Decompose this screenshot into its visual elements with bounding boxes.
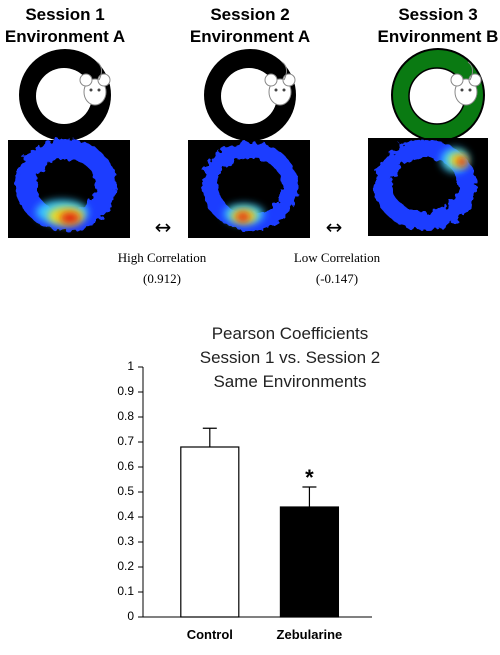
correlation-value: (0.912) xyxy=(143,271,181,286)
session-title: Session 1 xyxy=(25,5,104,24)
y-tick-label: 0 xyxy=(127,609,134,623)
session-env: Environment A xyxy=(190,27,310,46)
chart-title: Session 1 vs. Session 2 xyxy=(200,348,380,367)
y-tick-label: 0.8 xyxy=(117,409,134,423)
chart-title: Pearson Coefficients xyxy=(212,324,369,343)
x-tick-label: Zebularine xyxy=(277,627,343,642)
y-tick-label: 1 xyxy=(127,359,134,373)
error-bar xyxy=(202,427,217,447)
bar xyxy=(279,506,340,618)
heatmap xyxy=(8,139,130,238)
y-tick-label: 0.2 xyxy=(117,559,134,573)
session-env: Environment A xyxy=(5,27,125,46)
annotation: * xyxy=(305,465,314,490)
session-env: Environment B xyxy=(378,27,499,46)
session-title: Session 2 xyxy=(210,5,289,24)
y-tick-label: 0.5 xyxy=(117,484,134,498)
arrow: ↔ xyxy=(155,215,172,239)
y-tick-label: 0.4 xyxy=(117,509,134,523)
y-tick-label: 0.6 xyxy=(117,459,134,473)
y-tick-label: 0.3 xyxy=(117,534,134,548)
heatmap xyxy=(188,140,310,238)
correlation-value: (-0.147) xyxy=(316,271,358,286)
y-tick-label: 0.7 xyxy=(117,434,134,448)
session-title: Session 3 xyxy=(398,5,477,24)
bar xyxy=(180,446,240,618)
arena xyxy=(391,48,485,142)
correlation-label: High Correlation xyxy=(118,250,207,265)
correlation-label: Low Correlation xyxy=(294,250,381,265)
arena xyxy=(19,49,111,141)
arena xyxy=(204,49,296,141)
arrow: ↔ xyxy=(326,215,343,239)
x-tick-label: Control xyxy=(187,627,233,642)
y-tick-label: 0.9 xyxy=(117,384,134,398)
chart-title: Same Environments xyxy=(213,372,366,391)
error-bar xyxy=(302,486,317,507)
y-tick-label: 0.1 xyxy=(117,584,134,598)
heatmap xyxy=(368,138,488,236)
